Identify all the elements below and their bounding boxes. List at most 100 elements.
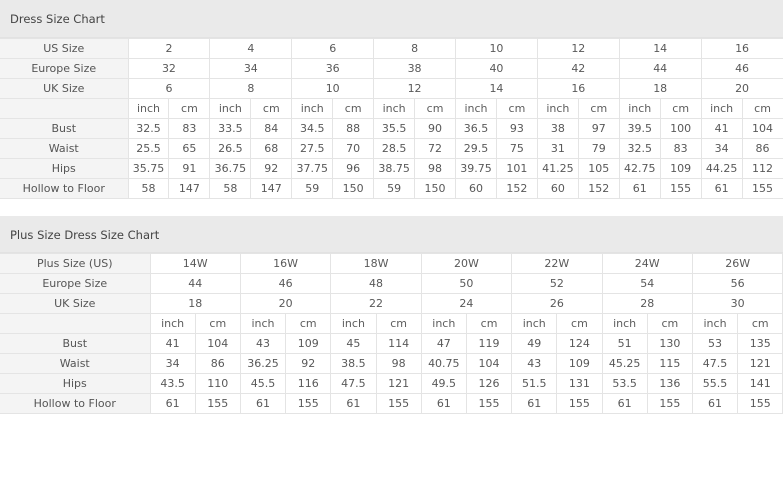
size-value-cell: 8 <box>209 77 293 99</box>
size-value-cell: 20 <box>701 77 783 99</box>
measure-value-cell: 155 <box>195 393 241 415</box>
unit-cell-inch: inch <box>619 97 661 119</box>
size-table-1: US Size 2 4 6 8 10 12 14 16 Europe Size 32 34 36 38 40… <box>0 37 783 199</box>
size-value-cell: 32 <box>128 57 211 79</box>
size-value-cell: 16 <box>701 37 783 59</box>
row-label: Hollow to Floor <box>0 177 129 199</box>
measure-value-cell: 26.5 <box>209 137 252 159</box>
measure-value-cell: 49 <box>511 333 558 355</box>
measure-value-cell: 68 <box>250 137 293 159</box>
measure-value-cell: 141 <box>737 373 783 395</box>
unit-cell-cm: cm <box>376 313 422 335</box>
measure-value-cell: 42.75 <box>619 157 661 179</box>
unit-cell-cm: cm <box>556 313 603 335</box>
measure-value-cell: 86 <box>742 137 783 159</box>
measure-value-cell: 38 <box>537 117 579 139</box>
size-value-cell: 14 <box>455 77 538 99</box>
measure-value-cell: 155 <box>737 393 783 415</box>
measure-value-cell: 98 <box>376 353 422 375</box>
unit-cell-cm: cm <box>466 313 513 335</box>
measure-row-waist: Waist 34 86 36.25 92 38.5 98 40.75 104 43 109 45.25… <box>0 353 783 375</box>
measure-row-hollow-to-floor: Hollow to Floor 61 155 61 155 61 155 61 155 61 155… <box>0 393 783 415</box>
size-value-cell: 12 <box>537 37 620 59</box>
measure-value-cell: 136 <box>647 373 693 395</box>
measure-value-cell: 36.5 <box>455 117 497 139</box>
measure-value-cell: 115 <box>647 353 693 375</box>
unit-cell-cm: cm <box>737 313 783 335</box>
measure-value-cell: 72 <box>414 137 456 159</box>
measure-value-cell: 147 <box>168 177 211 199</box>
measure-value-cell: 45.25 <box>602 353 648 375</box>
measure-value-cell: 109 <box>660 157 702 179</box>
measure-value-cell: 58 <box>209 177 252 199</box>
chart-title-2: Plus Size Dress Size Chart <box>0 215 783 254</box>
size-value-cell: 6 <box>128 77 211 99</box>
measure-value-cell: 61 <box>701 177 743 199</box>
measure-value-cell: 47.5 <box>330 373 377 395</box>
measure-value-cell: 110 <box>195 373 241 395</box>
unit-cell-inch: inch <box>330 313 377 335</box>
measure-value-cell: 61 <box>511 393 558 415</box>
measure-value-cell: 32.5 <box>619 137 661 159</box>
measure-value-cell: 61 <box>692 393 739 415</box>
unit-cell-inch: inch <box>692 313 739 335</box>
size-value-cell: 14 <box>619 37 702 59</box>
measure-value-cell: 49.5 <box>421 373 467 395</box>
measure-value-cell: 91 <box>168 157 211 179</box>
measure-value-cell: 60 <box>455 177 497 199</box>
size-value-cell: 46 <box>701 57 783 79</box>
size-value-cell: 48 <box>330 273 422 295</box>
measure-value-cell: 150 <box>414 177 456 199</box>
size-value-cell: 12 <box>373 77 456 99</box>
measure-value-cell: 51 <box>602 333 648 355</box>
size-row-uk-size: UK Size 6 8 10 12 14 16 18 20 <box>0 77 783 99</box>
measure-value-cell: 109 <box>285 333 332 355</box>
measure-value-cell: 155 <box>556 393 603 415</box>
measure-value-cell: 88 <box>332 117 375 139</box>
row-label: Waist <box>0 137 129 159</box>
size-value-cell: 16W <box>240 253 332 275</box>
measure-value-cell: 43 <box>511 353 558 375</box>
measure-row-bust: Bust 41 104 43 109 45 114 47 119 49 124 51 130 53 135 <box>0 333 783 355</box>
measure-value-cell: 44.25 <box>701 157 743 179</box>
measure-value-cell: 83 <box>660 137 702 159</box>
unit-cell-inch: inch <box>537 97 579 119</box>
measure-value-cell: 130 <box>647 333 693 355</box>
measure-value-cell: 70 <box>332 137 375 159</box>
size-chart-block-1: Dress Size Chart US Size 2 4 6 8 10 12 14 16 Europ… <box>0 0 783 199</box>
size-value-cell: 26W <box>692 253 783 275</box>
size-value-cell: 6 <box>291 37 375 59</box>
measure-value-cell: 61 <box>240 393 287 415</box>
measure-value-cell: 105 <box>578 157 620 179</box>
size-value-cell: 4 <box>209 37 293 59</box>
measure-value-cell: 152 <box>496 177 538 199</box>
measure-value-cell: 83 <box>168 117 211 139</box>
row-label: UK Size <box>0 293 151 315</box>
size-value-cell: 18W <box>330 253 422 275</box>
size-value-cell: 54 <box>602 273 693 295</box>
row-label: Hollow to Floor <box>0 393 151 415</box>
size-value-cell: 42 <box>537 57 620 79</box>
measure-value-cell: 100 <box>660 117 702 139</box>
size-row-plus-size-us-: Plus Size (US) 14W 16W 18W 20W 22W 24W 26W <box>0 253 783 275</box>
measure-value-cell: 53.5 <box>602 373 648 395</box>
measure-value-cell: 40.75 <box>421 353 467 375</box>
row-label: Plus Size (US) <box>0 253 151 275</box>
unit-cell-inch: inch <box>150 313 196 335</box>
size-chart-block-2: Plus Size Dress Size Chart Plus Size (US)… <box>0 215 783 415</box>
row-label: Europe Size <box>0 273 151 295</box>
measure-value-cell: 47.5 <box>692 353 739 375</box>
unit-cell-inch: inch <box>455 97 497 119</box>
unit-cell-cm: cm <box>414 97 456 119</box>
measure-value-cell: 86 <box>195 353 241 375</box>
row-label-empty <box>0 313 151 335</box>
measure-value-cell: 45 <box>330 333 377 355</box>
chart-title-1: Dress Size Chart <box>0 0 783 38</box>
size-table-2: Plus Size (US) 14W 16W 18W 20W 22W 24W 26W Europ… <box>0 253 783 415</box>
size-row-us-size: US Size 2 4 6 8 10 12 14 16 <box>0 37 783 59</box>
unit-cell-cm: cm <box>647 313 693 335</box>
measure-value-cell: 29.5 <box>455 137 497 159</box>
measure-value-cell: 58 <box>128 177 170 199</box>
measure-value-cell: 39.5 <box>619 117 661 139</box>
unit-cell-cm: cm <box>660 97 702 119</box>
